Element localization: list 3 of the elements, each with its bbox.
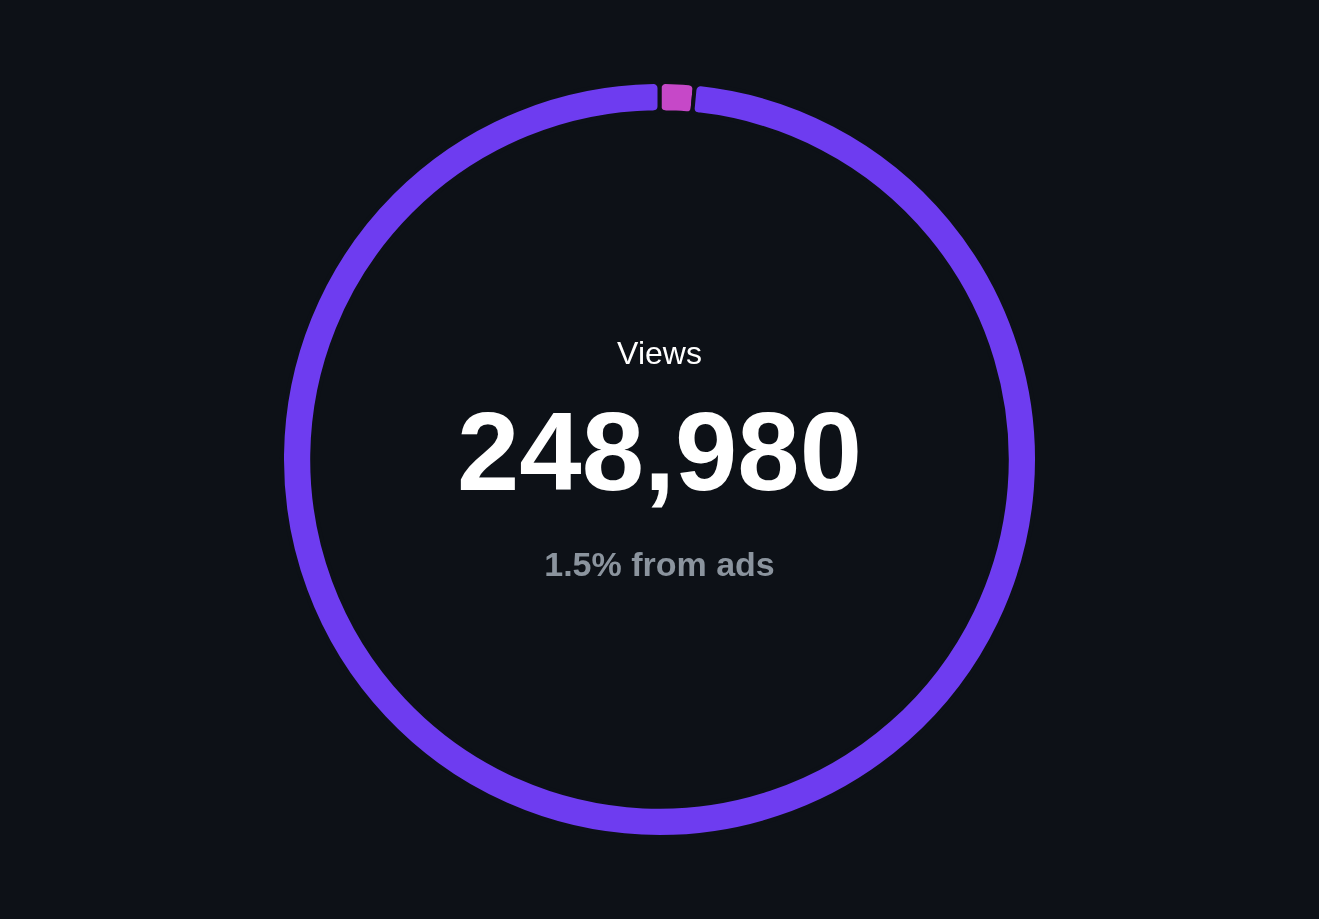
text: 248,980 xyxy=(457,389,862,515)
text: Views xyxy=(617,335,702,372)
text: 1.5% from ads xyxy=(544,544,775,583)
